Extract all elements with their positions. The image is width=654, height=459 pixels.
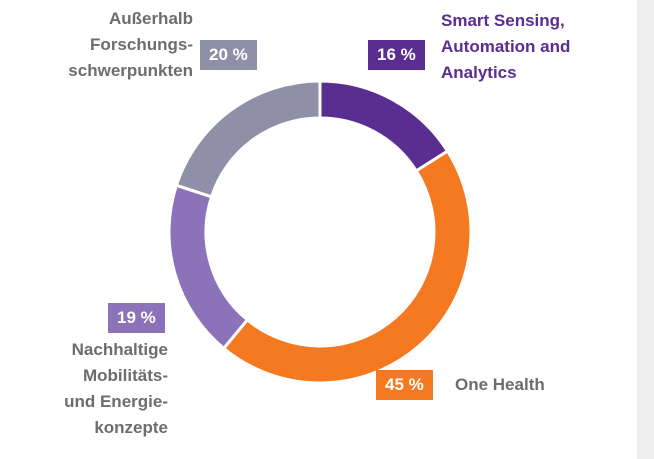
- value-label: 19 %: [108, 303, 165, 333]
- category-label: Smart Sensing, Automation and Analytics: [441, 11, 571, 82]
- donut-slice: [318, 79, 450, 173]
- value-label: 20 %: [200, 40, 257, 70]
- category-label: Nachhaltige Mobilitäts- und Energie- kon…: [64, 340, 168, 437]
- value-label: 16 %: [368, 40, 425, 70]
- donut-slice: [174, 79, 322, 199]
- donut-slice: [221, 149, 473, 385]
- value-label: 45 %: [376, 370, 433, 400]
- category-label: One Health: [455, 375, 545, 394]
- side-panel: [637, 0, 654, 459]
- category-label: Außerhalb Forschungs- schwerpunkten: [68, 9, 193, 80]
- chart: [167, 79, 473, 385]
- donut-slice: [167, 183, 250, 351]
